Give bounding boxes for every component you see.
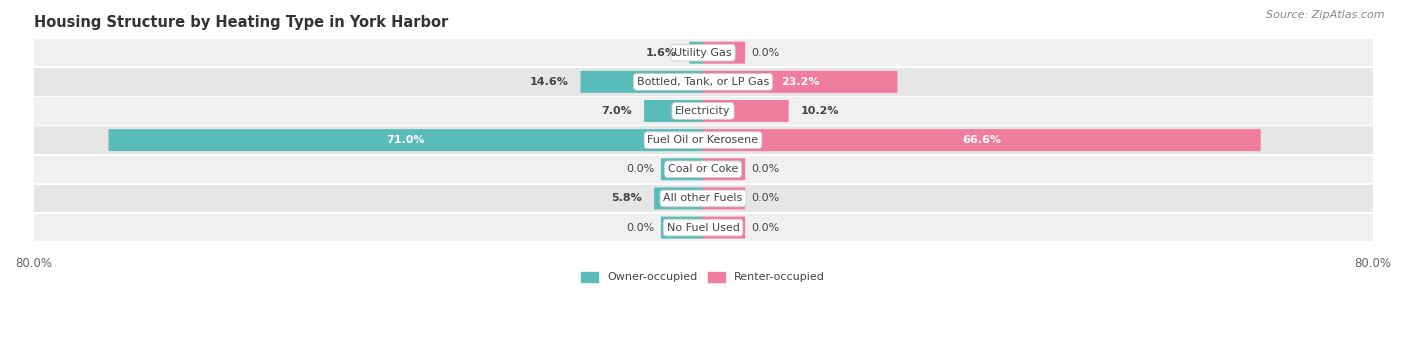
Text: 0.0%: 0.0% xyxy=(752,164,780,174)
FancyBboxPatch shape xyxy=(661,217,703,239)
Bar xyxy=(34,185,1372,212)
FancyBboxPatch shape xyxy=(703,217,745,239)
Legend: Owner-occupied, Renter-occupied: Owner-occupied, Renter-occupied xyxy=(576,267,830,287)
Text: 66.6%: 66.6% xyxy=(962,135,1001,145)
FancyBboxPatch shape xyxy=(661,158,703,180)
Text: Fuel Oil or Kerosene: Fuel Oil or Kerosene xyxy=(647,135,759,145)
Bar xyxy=(34,155,1372,183)
Text: All other Fuels: All other Fuels xyxy=(664,193,742,204)
Text: Source: ZipAtlas.com: Source: ZipAtlas.com xyxy=(1267,10,1385,20)
Text: 14.6%: 14.6% xyxy=(530,77,568,87)
Text: Coal or Coke: Coal or Coke xyxy=(668,164,738,174)
Text: Bottled, Tank, or LP Gas: Bottled, Tank, or LP Gas xyxy=(637,77,769,87)
Text: Utility Gas: Utility Gas xyxy=(675,48,731,58)
Text: 5.8%: 5.8% xyxy=(612,193,643,204)
Text: 0.0%: 0.0% xyxy=(752,193,780,204)
FancyBboxPatch shape xyxy=(644,100,703,122)
Text: No Fuel Used: No Fuel Used xyxy=(666,223,740,233)
Bar xyxy=(34,214,1372,241)
FancyBboxPatch shape xyxy=(703,100,789,122)
FancyBboxPatch shape xyxy=(581,71,703,93)
Text: 1.6%: 1.6% xyxy=(645,48,678,58)
Text: 7.0%: 7.0% xyxy=(602,106,631,116)
Bar xyxy=(34,68,1372,95)
Text: Housing Structure by Heating Type in York Harbor: Housing Structure by Heating Type in Yor… xyxy=(34,15,447,30)
FancyBboxPatch shape xyxy=(108,129,703,151)
FancyBboxPatch shape xyxy=(654,188,703,209)
Text: 0.0%: 0.0% xyxy=(626,223,654,233)
Text: 0.0%: 0.0% xyxy=(752,223,780,233)
FancyBboxPatch shape xyxy=(703,188,745,209)
Text: 0.0%: 0.0% xyxy=(752,48,780,58)
Text: Electricity: Electricity xyxy=(675,106,731,116)
FancyBboxPatch shape xyxy=(689,42,703,64)
FancyBboxPatch shape xyxy=(703,129,1261,151)
FancyBboxPatch shape xyxy=(703,42,745,64)
FancyBboxPatch shape xyxy=(703,71,897,93)
Bar xyxy=(34,127,1372,154)
Bar xyxy=(34,97,1372,125)
FancyBboxPatch shape xyxy=(703,158,745,180)
Text: 10.2%: 10.2% xyxy=(801,106,839,116)
Text: 0.0%: 0.0% xyxy=(626,164,654,174)
Text: 71.0%: 71.0% xyxy=(387,135,425,145)
Text: 23.2%: 23.2% xyxy=(780,77,820,87)
Bar xyxy=(34,39,1372,66)
